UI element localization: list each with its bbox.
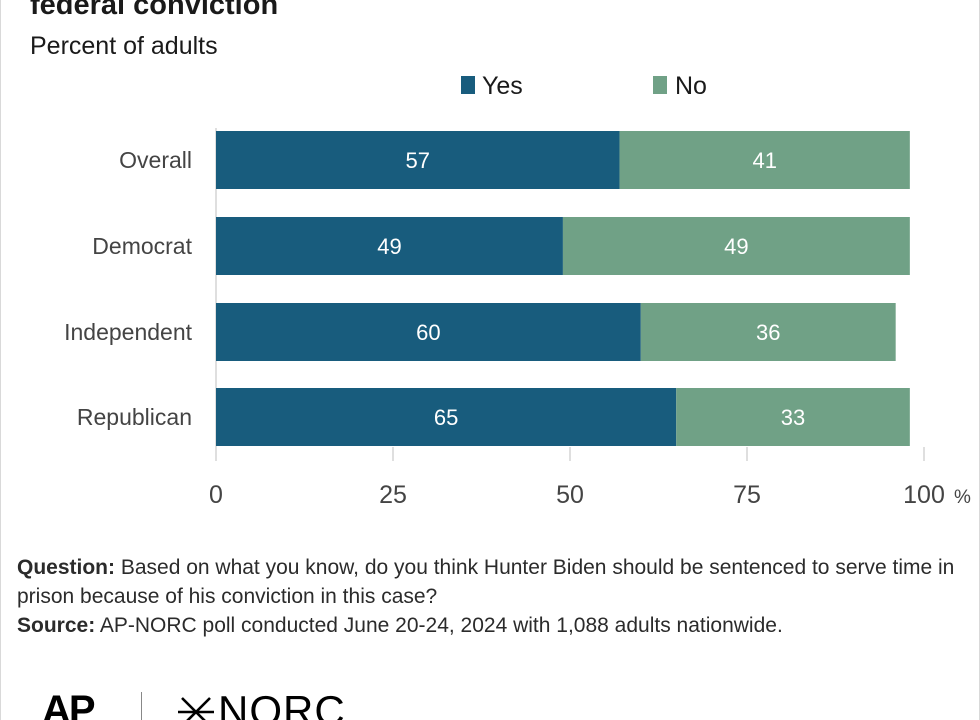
x-tick-label-75: 75 xyxy=(733,481,761,509)
bar-yes-republican xyxy=(216,388,677,446)
x-tick-label-50: 50 xyxy=(556,481,584,509)
logo-strip: AP NORC xyxy=(38,690,398,720)
x-tick-label-100: 100 xyxy=(903,481,945,509)
data-label-yes-democrat: 49 xyxy=(377,234,401,259)
category-label-republican: Republican xyxy=(77,404,192,430)
legend-swatch-yes xyxy=(461,76,475,94)
question-note: Question: Based on what you know, do you… xyxy=(17,553,957,611)
data-label-yes-independent: 60 xyxy=(416,320,440,345)
category-label-overall: Overall xyxy=(119,147,192,173)
data-label-no-independent: 36 xyxy=(756,320,780,345)
data-label-no-overall: 41 xyxy=(752,148,776,173)
bar-no-republican xyxy=(676,388,910,446)
data-label-no-democrat: 49 xyxy=(724,234,748,259)
bar-no-democrat xyxy=(562,217,910,275)
x-tick-label-0: 0 xyxy=(209,481,223,509)
source-note: Source: AP-NORC poll conducted June 20-2… xyxy=(17,611,957,640)
bar-no-overall xyxy=(619,131,910,189)
category-label-independent: Independent xyxy=(64,319,193,345)
bar-yes-democrat xyxy=(216,217,563,275)
data-label-yes-republican: 65 xyxy=(434,405,458,430)
legend-label-no: No xyxy=(675,72,707,100)
bar-no-independent xyxy=(640,303,896,361)
category-label-democrat: Democrat xyxy=(92,233,192,259)
stacked-bar-chart: Yes No 57 41 Overall 49 49 Democrat 60 36 Independ… xyxy=(64,72,971,509)
footnote: Question: Based on what you know, do you… xyxy=(17,553,957,640)
legend-swatch-no xyxy=(653,76,667,94)
bar-yes-overall xyxy=(216,131,620,189)
norc-logo: NORC xyxy=(218,690,346,720)
question-text: Based on what you know, do you think Hun… xyxy=(17,556,955,608)
frame-left-border xyxy=(0,0,1,720)
chart-title: federal conviction xyxy=(30,0,279,21)
question-label: Question: xyxy=(17,556,115,579)
logo-divider xyxy=(141,692,142,720)
norc-star-icon xyxy=(178,697,214,720)
legend-label-yes: Yes xyxy=(482,72,523,100)
source-text: AP-NORC poll conducted June 20-24, 2024 … xyxy=(95,614,783,637)
data-label-no-republican: 33 xyxy=(781,405,805,430)
bar-yes-independent xyxy=(216,303,641,361)
x-axis-unit-label: % xyxy=(954,487,971,508)
ap-logo: AP xyxy=(42,690,96,720)
source-label: Source: xyxy=(17,614,96,637)
chart-subtitle: Percent of adults xyxy=(30,32,218,60)
x-tick-label-25: 25 xyxy=(379,481,407,509)
data-label-yes-overall: 57 xyxy=(406,148,430,173)
